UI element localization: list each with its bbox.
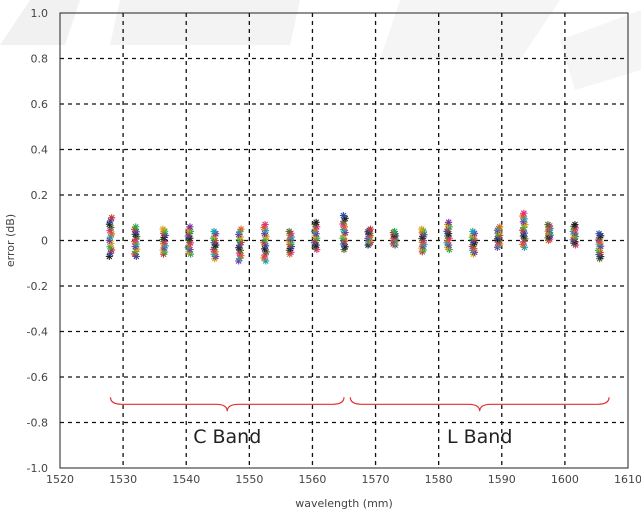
data-point bbox=[390, 227, 398, 235]
x-tick-label: 1590 bbox=[488, 473, 516, 486]
data-point bbox=[108, 214, 116, 222]
band-brace bbox=[349, 397, 610, 412]
y-tick-label: -0.2 bbox=[27, 280, 48, 293]
y-tick-label: 0.4 bbox=[31, 144, 49, 157]
band-label: L Band bbox=[447, 426, 512, 448]
y-tick-label: 0.8 bbox=[31, 53, 49, 66]
data-point bbox=[210, 227, 218, 235]
data-point bbox=[237, 225, 245, 233]
band-label: C Band bbox=[193, 426, 261, 448]
data-point bbox=[312, 218, 320, 226]
y-tick-label: 1.0 bbox=[31, 7, 49, 20]
x-tick-label: 1610 bbox=[614, 473, 641, 486]
data-point bbox=[469, 227, 477, 235]
data-point bbox=[210, 250, 218, 258]
data-point bbox=[159, 225, 167, 233]
data-point bbox=[132, 223, 140, 231]
y-tick-label: -0.6 bbox=[27, 371, 48, 384]
data-point bbox=[186, 223, 194, 231]
band-brace bbox=[109, 397, 345, 412]
data-point bbox=[544, 221, 552, 229]
y-tick-label: 0.6 bbox=[31, 98, 49, 111]
x-tick-label: 1540 bbox=[172, 473, 200, 486]
y-tick-label: -0.4 bbox=[27, 326, 48, 339]
x-tick-label: 1600 bbox=[551, 473, 579, 486]
y-tick-label: 0 bbox=[41, 235, 48, 248]
band-braces: C Band L Band bbox=[109, 397, 610, 448]
data-point bbox=[445, 218, 453, 226]
data-point bbox=[571, 221, 579, 229]
data-point bbox=[285, 227, 293, 235]
data-point bbox=[366, 225, 374, 233]
data-points bbox=[105, 209, 605, 265]
data-point bbox=[132, 235, 140, 243]
data-point bbox=[418, 225, 426, 233]
data-point bbox=[519, 212, 527, 220]
y-axis-label: error (dB) bbox=[4, 214, 17, 267]
data-point bbox=[520, 209, 528, 217]
data-point bbox=[339, 211, 347, 219]
data-point bbox=[520, 223, 528, 231]
tick-labels: 1520 1530 1540 1550 1560 1570 1580 1590 1600 1610… bbox=[27, 7, 641, 486]
x-tick-label: 1530 bbox=[109, 473, 137, 486]
x-tick-label: 1550 bbox=[235, 473, 263, 486]
y-tick-label: 0.2 bbox=[31, 189, 49, 202]
x-tick-label: 1580 bbox=[425, 473, 453, 486]
data-point bbox=[261, 221, 269, 229]
data-point bbox=[595, 230, 603, 238]
x-tick-label: 1560 bbox=[298, 473, 326, 486]
y-tick-label: -0.8 bbox=[27, 417, 48, 430]
x-axis-label: wavelength (mm) bbox=[295, 497, 393, 510]
x-tick-label: 1570 bbox=[362, 473, 390, 486]
y-tick-label: -1.0 bbox=[27, 462, 48, 475]
x-tick-label: 1520 bbox=[46, 473, 74, 486]
data-point bbox=[496, 223, 504, 231]
